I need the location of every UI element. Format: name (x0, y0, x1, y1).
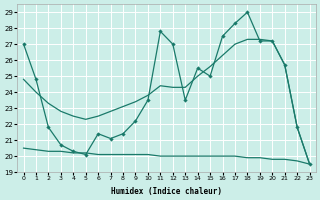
X-axis label: Humidex (Indice chaleur): Humidex (Indice chaleur) (111, 187, 222, 196)
